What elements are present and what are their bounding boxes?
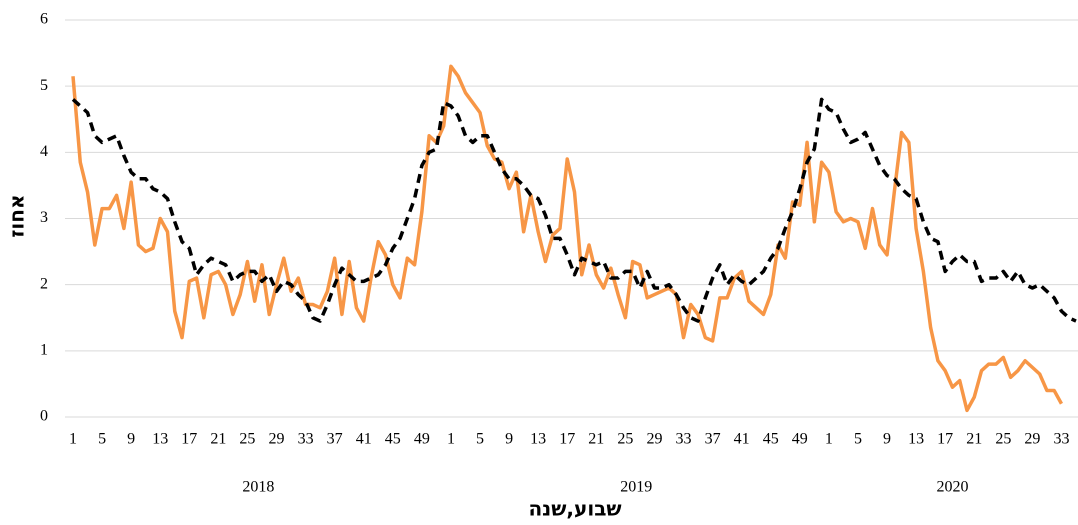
- group-label: 2020: [936, 479, 968, 496]
- x-tick-label: 17: [937, 431, 953, 448]
- x-tick-label: 41: [356, 431, 372, 448]
- x-tick-label: 45: [763, 431, 779, 448]
- x-tick-label: 25: [239, 431, 255, 448]
- y-tick-label: 0: [40, 408, 48, 425]
- x-tick-label: 49: [414, 431, 430, 448]
- x-tick-label: 49: [792, 431, 808, 448]
- x-tick-label: 1: [825, 431, 833, 448]
- series-line: [71, 97, 1077, 323]
- x-tick-label: 1: [447, 431, 455, 448]
- x-tick-label: 37: [705, 431, 721, 448]
- x-tick-label: 17: [181, 431, 197, 448]
- y-tick-label: 3: [40, 209, 48, 226]
- group-label: 2019: [620, 479, 652, 496]
- x-tick-label: 9: [883, 431, 891, 448]
- x-tick-label: 41: [734, 431, 750, 448]
- x-tick-label: 45: [385, 431, 401, 448]
- x-tick-label: 13: [530, 431, 546, 448]
- y-tick-label: 4: [40, 143, 48, 160]
- x-tick-label: 21: [966, 431, 982, 448]
- x-tick-label: 21: [588, 431, 604, 448]
- y-tick-label: 1: [40, 342, 48, 359]
- x-tick-label: 1: [69, 431, 77, 448]
- x-tick-label: 13: [152, 431, 168, 448]
- x-tick-label: 5: [476, 431, 484, 448]
- x-tick-label: 33: [298, 431, 314, 448]
- x-tick-label: 21: [210, 431, 226, 448]
- x-tick-label: 5: [98, 431, 106, 448]
- x-tick-label: 9: [127, 431, 135, 448]
- x-tick-label: 25: [995, 431, 1011, 448]
- x-tick-label: 25: [617, 431, 633, 448]
- x-tick-label: 9: [505, 431, 513, 448]
- series-line: [71, 64, 1063, 413]
- x-tick-label: 33: [676, 431, 692, 448]
- x-tick-label: 33: [1053, 431, 1069, 448]
- x-tick-label: 37: [327, 431, 343, 448]
- y-tick-label: 6: [40, 11, 48, 28]
- y-axis-title: אחוז: [5, 194, 29, 237]
- x-tick-label: 13: [908, 431, 924, 448]
- x-tick-label: 29: [269, 431, 285, 448]
- x-axis-title: שבוע,שנה: [528, 497, 621, 521]
- x-tick-label: 17: [559, 431, 575, 448]
- y-tick-label: 5: [40, 77, 48, 94]
- x-tick-label: 29: [1024, 431, 1040, 448]
- x-tick-label: 29: [646, 431, 662, 448]
- x-tick-label: 5: [854, 431, 862, 448]
- y-tick-label: 2: [40, 275, 48, 292]
- group-label: 2018: [242, 479, 274, 496]
